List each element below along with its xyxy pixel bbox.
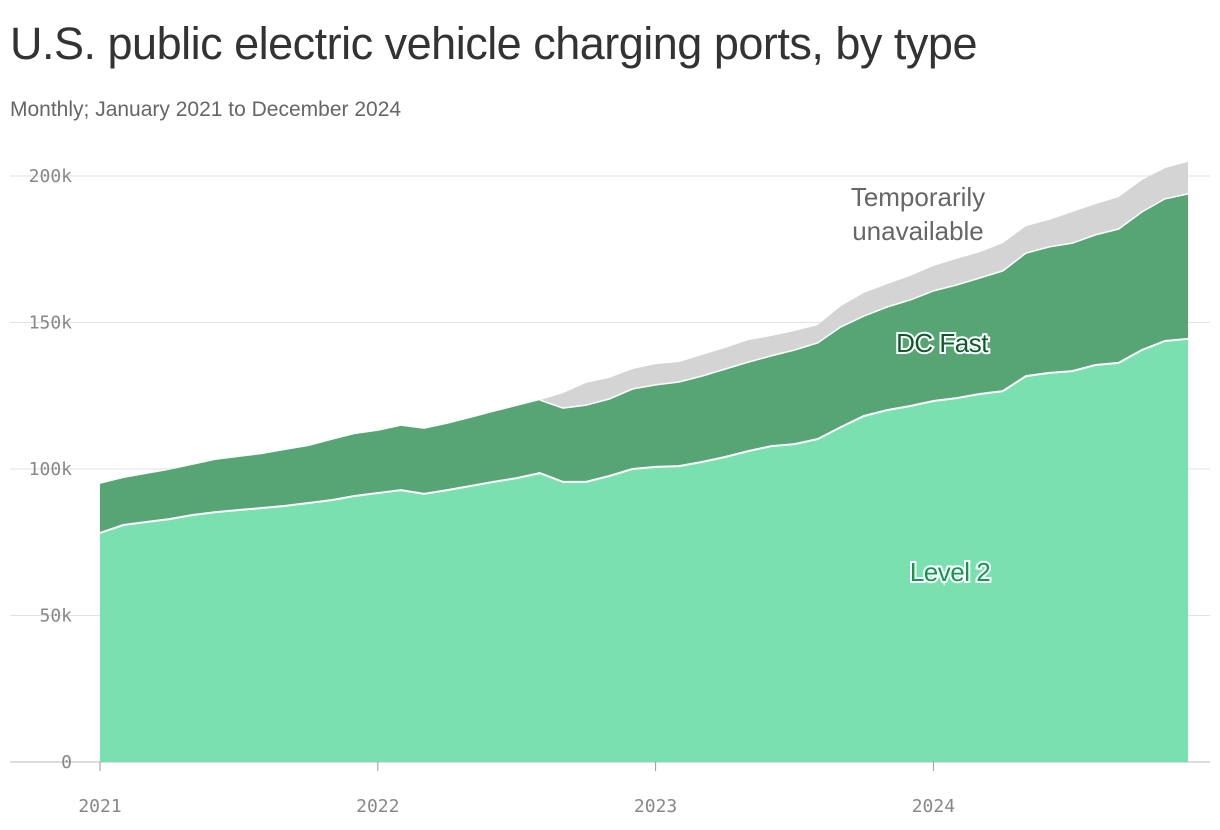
x-tick-label: 2022 xyxy=(356,796,399,817)
x-axis: 2021 2022 2023 2024 xyxy=(78,762,955,817)
line-dc-fast-top xyxy=(539,193,1189,409)
area-dc-fast xyxy=(100,193,1188,533)
y-tick-label: 0 xyxy=(61,752,72,773)
y-tick-label: 150k xyxy=(29,313,73,334)
y-axis: 0 50k 100k 150k 200k xyxy=(29,166,73,773)
x-tick-label: 2024 xyxy=(912,796,955,817)
series-labels: Temporarily unavailable DC Fast Level 2 xyxy=(851,182,993,589)
area-series xyxy=(99,161,1189,762)
label-dc-fast: DC Fast xyxy=(896,328,989,358)
chart-subtitle: Monthly; January 2021 to December 2024 xyxy=(10,98,402,121)
chart-title: U.S. public electric vehicle charging po… xyxy=(10,18,977,69)
area-temporarily-unavailable xyxy=(539,161,1188,409)
label-temporarily-unavailable-line1: Temporarily xyxy=(851,182,985,212)
x-tick-label: 2023 xyxy=(634,796,677,817)
label-temporarily-unavailable-line2: unavailable xyxy=(852,216,984,246)
label-level-2: Level 2 xyxy=(910,557,990,587)
area-level-2 xyxy=(100,338,1189,762)
y-tick-label: 200k xyxy=(29,166,73,187)
y-tick-label: 50k xyxy=(39,606,72,627)
y-tick-label: 100k xyxy=(29,459,73,480)
line-level-2-top xyxy=(99,337,1189,534)
x-tick-label: 2021 xyxy=(78,796,121,817)
